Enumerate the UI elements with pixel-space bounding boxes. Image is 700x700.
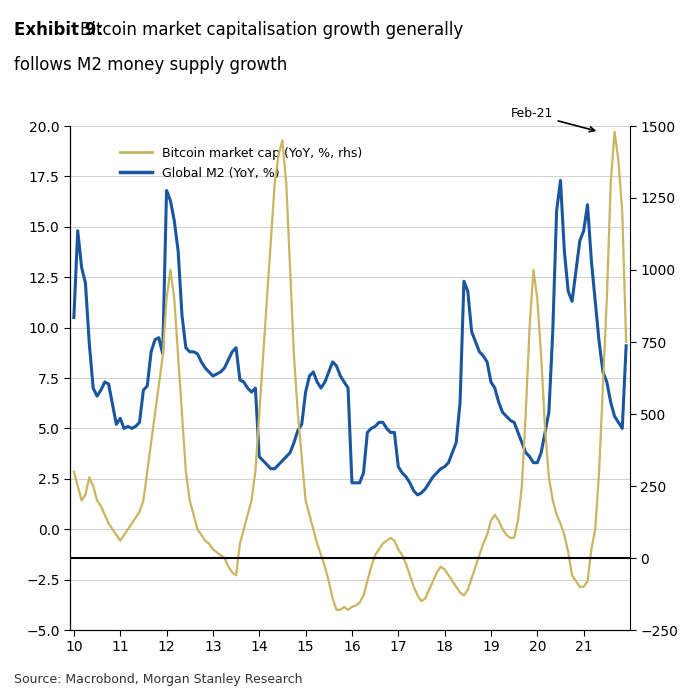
Text: Exhibit 9:: Exhibit 9: <box>14 21 103 39</box>
Text: Source: Macrobond, Morgan Stanley Research: Source: Macrobond, Morgan Stanley Resear… <box>14 673 302 686</box>
Text: follows M2 money supply growth: follows M2 money supply growth <box>14 56 287 74</box>
Text: Feb-21: Feb-21 <box>510 107 594 132</box>
Text: Bitcoin market capitalisation growth generally: Bitcoin market capitalisation growth gen… <box>80 21 463 39</box>
Legend: Bitcoin market cap (YoY, %, rhs), Global M2 (YoY, %): Bitcoin market cap (YoY, %, rhs), Global… <box>116 142 367 185</box>
